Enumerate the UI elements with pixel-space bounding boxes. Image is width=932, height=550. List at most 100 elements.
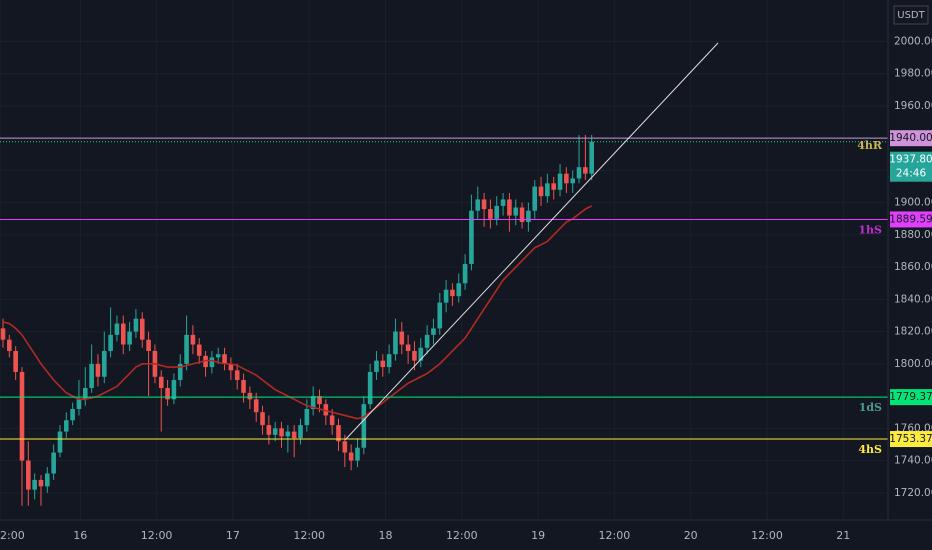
- candle-body: [329, 415, 335, 426]
- x-tick-label: 12:00: [446, 529, 478, 542]
- plot: [0, 134, 888, 506]
- x-tick-label: 12:00: [141, 529, 173, 542]
- candle-body: [380, 360, 386, 368]
- candle-body: [51, 452, 56, 474]
- candle-body: [95, 363, 101, 377]
- candle-body: [215, 354, 221, 358]
- candle-body: [456, 283, 462, 297]
- y-tick-label: 1720.00: [894, 487, 932, 499]
- candle-body: [589, 141, 594, 174]
- candle-body: [158, 376, 164, 389]
- candle-body: [165, 388, 170, 400]
- candle-body: [298, 425, 303, 439]
- candle-body: [234, 370, 240, 380]
- x-tick-label: 12:00: [293, 529, 325, 542]
- x-tick-label: 21: [836, 529, 850, 542]
- candle-body: [399, 331, 405, 345]
- candle-body: [272, 428, 278, 435]
- candle-body: [418, 347, 424, 361]
- candle-body: [196, 344, 202, 356]
- candle-body: [120, 323, 126, 345]
- candle-body: [481, 199, 487, 210]
- level-tag: 4hS: [858, 443, 882, 456]
- candle-body: [127, 331, 132, 345]
- candle-body: [304, 408, 310, 426]
- x-tick-label: 20: [684, 529, 698, 542]
- candle-body: [526, 210, 531, 223]
- candle-body: [494, 205, 500, 219]
- candle-body: [519, 207, 525, 223]
- candle-body: [26, 460, 31, 490]
- candle-body: [393, 331, 398, 355]
- candle-body: [488, 209, 493, 219]
- candle-body: [64, 420, 69, 432]
- candle-body: [513, 207, 519, 216]
- candle-body: [260, 412, 265, 426]
- x-tick-label: 17: [226, 529, 240, 542]
- candle-body: [443, 289, 449, 303]
- candle-body: [279, 428, 284, 437]
- last-price-label: 1937.80: [889, 154, 932, 166]
- candle-body: [133, 318, 139, 332]
- candle-body: [222, 354, 227, 364]
- trend-line: [344, 42, 719, 441]
- candle-body: [177, 363, 183, 380]
- candle-body: [507, 199, 512, 216]
- candle-body: [570, 178, 575, 184]
- candle-body: [291, 431, 297, 439]
- level-label-box: [890, 130, 932, 147]
- moving-average: [2, 205, 593, 420]
- candle-body: [108, 334, 113, 351]
- x-tick-label: 19: [531, 529, 545, 542]
- y-tick-label: 1980.00: [894, 68, 932, 80]
- candle-body: [405, 344, 411, 351]
- candle-body: [171, 379, 177, 400]
- candle-body: [38, 479, 44, 487]
- x-tick-label: 18: [379, 529, 393, 542]
- y-tick-label: 1840.00: [894, 293, 932, 305]
- candle-body: [139, 318, 145, 340]
- currency-box: [893, 5, 929, 25]
- candle-body: [114, 323, 120, 335]
- candle-body: [386, 354, 392, 368]
- level-label: 1753.37: [889, 433, 932, 445]
- candle-body: [437, 302, 443, 329]
- last-price-box: [890, 151, 932, 182]
- x-tick-label: 16: [73, 529, 87, 542]
- candle-body: [19, 371, 25, 461]
- candle-body: [70, 408, 75, 421]
- level-tag: 1hS: [858, 223, 882, 236]
- x-tick-label: 2:00: [0, 529, 25, 542]
- candle-body: [32, 479, 37, 490]
- candle-body: [285, 431, 291, 437]
- candle-body: [431, 328, 436, 335]
- candle-body: [538, 186, 544, 197]
- y-tick-label: 2000.00: [894, 35, 932, 47]
- level-label: 1889.59: [889, 213, 932, 225]
- candle-body: [0, 328, 6, 340]
- candle-body: [76, 399, 82, 409]
- candle-body: [557, 173, 563, 190]
- candle-body: [228, 363, 234, 371]
- candle-body: [317, 396, 322, 405]
- candle-body: [348, 452, 354, 461]
- y-tick-label: 1900.00: [894, 197, 932, 209]
- y-tick-label: 1740.00: [894, 455, 932, 467]
- y-tick-label: 1820.00: [894, 326, 932, 338]
- x-tick-label: 12:00: [599, 529, 631, 542]
- candle-body: [355, 447, 360, 461]
- level-tag: 4hR: [857, 139, 883, 152]
- countdown: 24:46: [896, 168, 927, 180]
- candle-body: [310, 396, 316, 409]
- candle-body: [374, 360, 379, 372]
- candle-body: [367, 371, 373, 405]
- currency: USDT: [897, 10, 925, 21]
- y-tick-label: 1880.00: [894, 229, 932, 241]
- candle-body: [469, 210, 474, 264]
- level-tag: 1dS: [859, 401, 882, 414]
- candle-body: [13, 350, 18, 372]
- candle-body: [412, 350, 417, 361]
- candle-body: [45, 473, 50, 487]
- candle-body: [583, 167, 588, 174]
